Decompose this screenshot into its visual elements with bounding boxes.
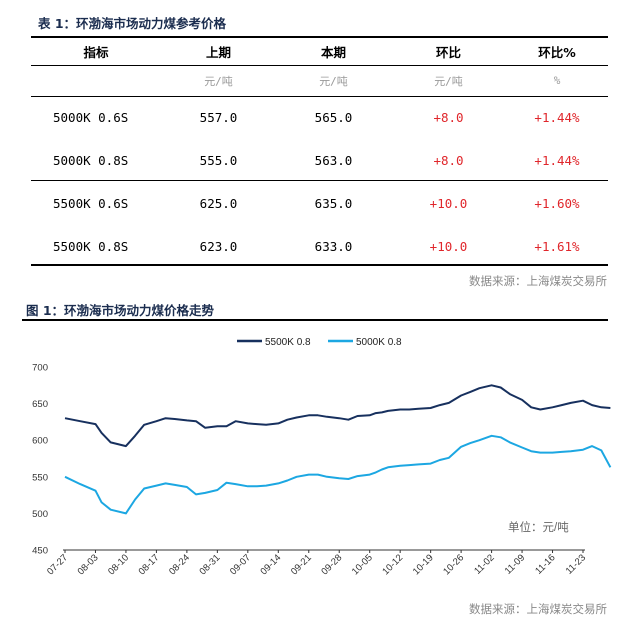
row-indicator: 5500K 0.6S: [53, 196, 129, 211]
legend-label-5500k: 5500K 0.8: [265, 337, 311, 348]
row-change: +10.0: [429, 239, 468, 254]
row-change: +10.0: [429, 196, 468, 211]
series-lines: [64, 384, 612, 515]
x-tick-label: 09-07: [228, 552, 253, 577]
header-previous: 上期: [205, 45, 231, 60]
header-indicator: 指标: [83, 45, 109, 60]
x-tick-label: 10-12: [380, 552, 405, 577]
unit-indicator: [31, 65, 161, 96]
table-units-rule: [31, 96, 608, 97]
row-change-pct: +1.44%: [534, 153, 580, 168]
table-row: 5000K 0.6S 557.0 565.0 +8.0 +1.44%: [31, 96, 608, 139]
x-tick-label: 11-23: [564, 552, 588, 576]
table-header-row: 指标 上期 本期 环比 环比%: [31, 38, 608, 65]
x-tick-label: 08-03: [76, 552, 101, 577]
row-indicator: 5500K 0.8S: [53, 239, 129, 254]
header-change-pct: 环比%: [538, 45, 576, 60]
x-tick-label: 10-26: [441, 552, 466, 577]
table-bottom-rule: [31, 264, 608, 266]
table-top-rule: [31, 36, 608, 38]
y-tick-label: 550: [32, 472, 48, 483]
x-tick-label: 09-14: [258, 552, 283, 577]
unit-change: 元/吨: [434, 74, 463, 88]
x-tick-label: 11-09: [503, 552, 527, 576]
x-axis-ticks: 07-27 08-03 08-10 08-17 08-24 08-31 09-07 09-14…: [45, 550, 588, 577]
table-group-rule: [31, 180, 608, 181]
series-line-5000k: [64, 434, 612, 515]
y-tick-label: 450: [32, 546, 48, 557]
table-source: 数据来源：上海煤炭交易所: [469, 274, 607, 288]
x-tick-label: 10-05: [350, 552, 375, 577]
y-tick-label: 600: [32, 436, 48, 447]
header-current: 本期: [320, 45, 346, 60]
x-tick-label: 08-10: [106, 552, 131, 577]
x-tick-label: 10-19: [411, 552, 436, 577]
table-row: 5000K 0.8S 555.0 563.0 +8.0 +1.44%: [31, 139, 608, 182]
row-change-pct: +1.60%: [534, 196, 580, 211]
series-line-5500k: [64, 384, 611, 448]
x-tick-label: 07-27: [45, 552, 70, 577]
price-table: 指标 上期 本期 环比 环比% 元/吨 元/吨 元/吨 % 5000K 0.6S…: [31, 38, 608, 268]
row-previous: 555.0: [199, 153, 238, 168]
table-header-rule: [31, 65, 608, 66]
price-trend-chart: 5500K 0.8 5000K 0.8 450 500 550 600 650 700 0…: [32, 337, 612, 577]
row-change-pct: +1.44%: [534, 110, 580, 125]
row-previous: 623.0: [199, 239, 238, 254]
row-previous: 557.0: [199, 110, 238, 125]
x-tick-label: 08-31: [198, 552, 223, 577]
row-current: 563.0: [314, 153, 353, 168]
x-tick-label: 08-17: [137, 552, 162, 577]
row-change: +8.0: [433, 110, 464, 125]
row-change: +8.0: [433, 153, 464, 168]
legend-label-5000k: 5000K 0.8: [356, 337, 402, 348]
header-change: 环比: [435, 45, 461, 60]
row-current: 635.0: [314, 196, 353, 211]
chart-title: 图 1：环渤海市场动力煤价格走势: [26, 303, 215, 318]
table-units-row: 元/吨 元/吨 元/吨 %: [31, 65, 608, 96]
chart-legend: 5500K 0.8 5000K 0.8: [237, 337, 402, 348]
x-tick-label: 11-02: [472, 552, 496, 576]
table-row: 5500K 0.8S 623.0 633.0 +10.0 +1.61%: [31, 225, 608, 268]
unit-label: 单位：元/吨: [508, 520, 569, 534]
y-tick-label: 500: [32, 509, 48, 520]
unit-previous: 元/吨: [204, 74, 233, 88]
table-row: 5500K 0.6S 625.0 635.0 +10.0 +1.60%: [31, 182, 608, 225]
table-title: 表 1：环渤海市场动力煤参考价格: [38, 16, 227, 31]
x-tick-label: 09-21: [289, 552, 314, 577]
y-tick-label: 650: [32, 399, 48, 410]
x-tick-label: 08-24: [167, 552, 192, 577]
y-axis-ticks: 450 500 550 600 650 700: [32, 363, 48, 557]
y-tick-label: 700: [32, 363, 48, 374]
x-tick-label: 11-16: [533, 552, 557, 576]
unit-change-pct: %: [553, 74, 561, 87]
unit-current: 元/吨: [319, 74, 348, 88]
row-indicator: 5000K 0.6S: [53, 110, 129, 125]
row-current: 633.0: [314, 239, 353, 254]
row-change-pct: +1.61%: [534, 239, 580, 254]
x-tick-label: 09-28: [319, 552, 344, 577]
row-indicator: 5000K 0.8S: [53, 153, 129, 168]
row-previous: 625.0: [199, 196, 238, 211]
row-current: 565.0: [314, 110, 353, 125]
chart-source: 数据来源：上海煤炭交易所: [469, 602, 607, 616]
chart-title-rule: [22, 319, 608, 321]
